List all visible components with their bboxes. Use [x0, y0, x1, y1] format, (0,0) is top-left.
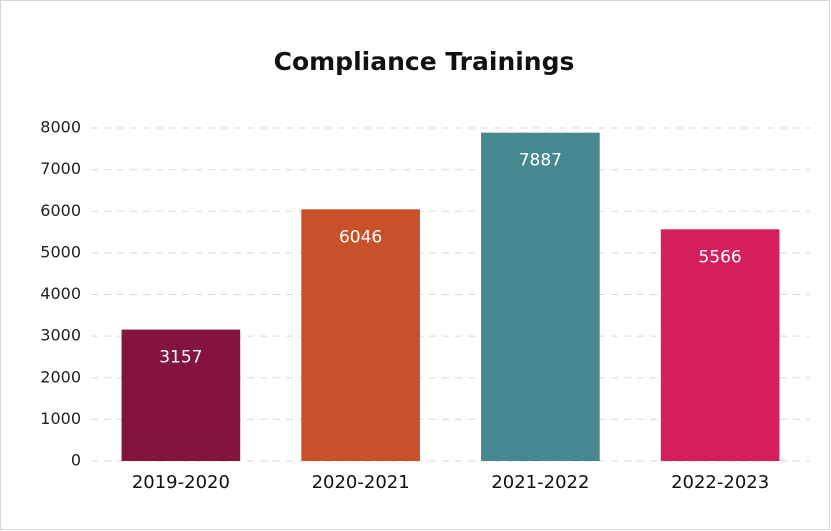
bar — [660, 229, 780, 461]
y-tick-label: 8000 — [40, 118, 81, 137]
bar — [301, 209, 420, 461]
chart-title: Compliance Trainings — [274, 47, 575, 76]
y-tick-label: 3000 — [40, 326, 81, 345]
bar — [121, 329, 241, 461]
y-tick-label: 1000 — [40, 409, 81, 428]
x-tick-label: 2022-2023 — [671, 472, 769, 493]
value-label: 5566 — [698, 247, 741, 267]
value-label: 7887 — [519, 151, 562, 171]
y-tick-label: 5000 — [40, 242, 81, 261]
y-tick-label: 7000 — [40, 159, 81, 178]
x-tick-label: 2019-2020 — [132, 472, 230, 493]
value-label: 6046 — [339, 227, 382, 247]
y-tick-label: 6000 — [40, 201, 81, 220]
value-label: 3157 — [159, 348, 202, 368]
bar — [481, 132, 600, 462]
x-tick-label: 2021-2022 — [491, 472, 589, 493]
y-tick-label: 0 — [71, 451, 81, 470]
y-tick-label: 2000 — [40, 367, 81, 386]
x-tick-label: 2020-2021 — [312, 472, 410, 493]
y-tick-label: 4000 — [40, 284, 81, 303]
